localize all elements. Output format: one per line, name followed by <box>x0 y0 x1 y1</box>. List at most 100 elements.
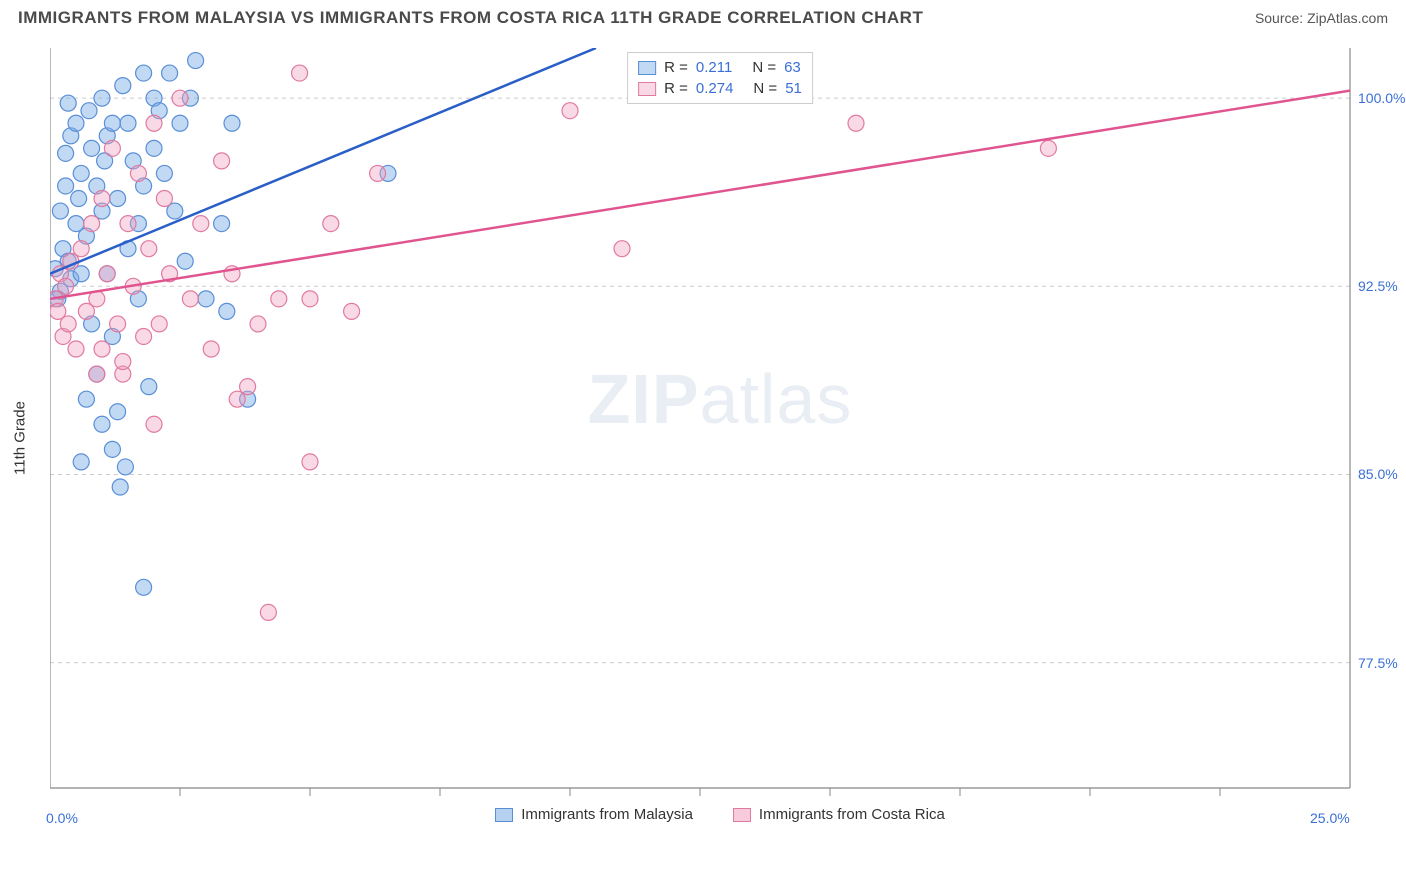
data-point <box>120 216 136 232</box>
legend-swatch <box>638 61 656 75</box>
legend-label: Immigrants from Costa Rica <box>759 806 945 823</box>
data-point <box>110 404 126 420</box>
data-point <box>323 216 339 232</box>
data-point <box>848 115 864 131</box>
scatter-plot <box>50 48 1390 828</box>
data-point <box>141 379 157 395</box>
data-point <box>224 115 240 131</box>
data-point <box>73 165 89 181</box>
data-point <box>115 78 131 94</box>
y-tick-label: 85.0% <box>1358 466 1398 482</box>
n-label: N = <box>752 59 776 76</box>
data-point <box>229 391 245 407</box>
r-label: R = <box>664 80 688 97</box>
y-axis-label: 11th Grade <box>12 401 29 475</box>
data-point <box>146 140 162 156</box>
data-point <box>562 103 578 119</box>
r-value: 0.211 <box>696 59 732 76</box>
data-point <box>302 454 318 470</box>
data-point <box>292 65 308 81</box>
chart-title: IMMIGRANTS FROM MALAYSIA VS IMMIGRANTS F… <box>18 8 923 28</box>
data-point <box>198 291 214 307</box>
data-point <box>112 479 128 495</box>
data-point <box>104 441 120 457</box>
r-value: 0.274 <box>696 80 734 97</box>
data-point <box>271 291 287 307</box>
stats-legend-row: R = 0.274 N = 51 <box>638 78 802 99</box>
data-point <box>136 328 152 344</box>
data-point <box>104 115 120 131</box>
data-point <box>99 266 115 282</box>
data-point <box>84 216 100 232</box>
data-point <box>73 241 89 257</box>
data-point <box>146 416 162 432</box>
source-label: Source: ZipAtlas.com <box>1255 10 1388 26</box>
data-point <box>81 103 97 119</box>
trend-line <box>50 91 1350 299</box>
data-point <box>94 416 110 432</box>
data-point <box>68 115 84 131</box>
data-point <box>68 341 84 357</box>
data-point <box>182 291 198 307</box>
y-tick-label: 92.5% <box>1358 278 1398 294</box>
data-point <box>302 291 318 307</box>
data-point <box>162 65 178 81</box>
data-point <box>193 216 209 232</box>
data-point <box>156 191 172 207</box>
data-point <box>94 191 110 207</box>
data-point <box>146 115 162 131</box>
legend-item: Immigrants from Costa Rica <box>733 806 945 823</box>
data-point <box>94 90 110 106</box>
data-point <box>73 454 89 470</box>
data-point <box>110 191 126 207</box>
legend-item: Immigrants from Malaysia <box>495 806 693 823</box>
y-tick-label: 77.5% <box>1358 655 1398 671</box>
data-point <box>84 140 100 156</box>
data-point <box>89 366 105 382</box>
n-label: N = <box>753 80 777 97</box>
data-point <box>151 316 167 332</box>
data-point <box>58 145 74 161</box>
data-point <box>58 278 74 294</box>
r-label: R = <box>664 59 688 76</box>
data-point <box>370 165 386 181</box>
data-point <box>58 178 74 194</box>
n-value: 51 <box>785 80 802 97</box>
data-point <box>136 579 152 595</box>
series-legend: Immigrants from Malaysia Immigrants from … <box>50 806 1390 823</box>
data-point <box>188 53 204 69</box>
x-axis-min-label: 0.0% <box>46 810 78 826</box>
data-point <box>117 459 133 475</box>
data-point <box>614 241 630 257</box>
data-point <box>214 216 230 232</box>
data-point <box>214 153 230 169</box>
data-point <box>60 95 76 111</box>
data-point <box>141 241 157 257</box>
stats-legend: R = 0.211 N = 63 R = 0.274 N = 51 <box>627 52 813 104</box>
data-point <box>219 303 235 319</box>
data-point <box>110 316 126 332</box>
data-point <box>120 115 136 131</box>
stats-legend-row: R = 0.211 N = 63 <box>638 57 802 78</box>
data-point <box>344 303 360 319</box>
data-point <box>172 115 188 131</box>
data-point <box>52 203 68 219</box>
legend-swatch <box>638 82 656 96</box>
y-tick-label: 100.0% <box>1358 90 1405 106</box>
data-point <box>203 341 219 357</box>
data-point <box>130 165 146 181</box>
data-point <box>71 191 87 207</box>
legend-swatch <box>495 808 513 822</box>
data-point <box>78 391 94 407</box>
legend-swatch <box>733 808 751 822</box>
data-point <box>177 253 193 269</box>
data-point <box>136 65 152 81</box>
data-point <box>104 140 120 156</box>
n-value: 63 <box>784 59 801 76</box>
data-point <box>1040 140 1056 156</box>
chart-area: 11th Grade ZIPatlas R =0.211N =63R =0.27… <box>50 48 1390 828</box>
data-point <box>94 341 110 357</box>
legend-label: Immigrants from Malaysia <box>521 806 693 823</box>
data-point <box>60 316 76 332</box>
data-point <box>156 165 172 181</box>
